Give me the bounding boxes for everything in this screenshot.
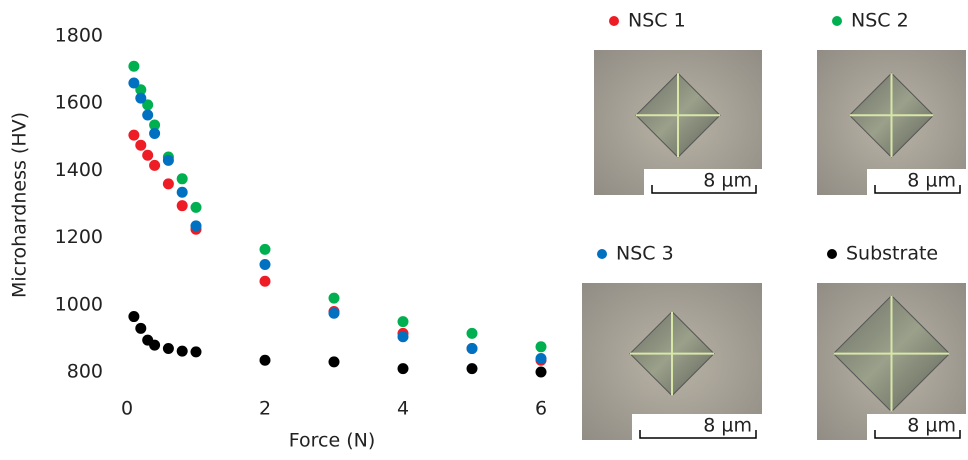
- data-point: [149, 128, 160, 139]
- legend-label: NSC 2: [851, 10, 909, 32]
- data-point: [163, 155, 174, 166]
- scale-label: 8 µm: [703, 170, 752, 192]
- scale-label: 8 µm: [907, 170, 956, 192]
- scale-label: 8 µm: [907, 415, 956, 437]
- data-point: [467, 363, 478, 374]
- y-tick-label: 1200: [55, 226, 103, 248]
- data-point: [135, 140, 146, 151]
- legend-label: NSC 3: [616, 243, 674, 265]
- x-tick-label: 6: [535, 398, 547, 420]
- y-tick-label: 1000: [55, 293, 103, 315]
- data-point: [128, 130, 139, 141]
- data-point: [128, 61, 139, 72]
- data-point: [177, 346, 188, 357]
- legend-marker: [609, 16, 619, 26]
- data-point: [177, 173, 188, 184]
- data-point: [149, 160, 160, 171]
- data-point: [536, 353, 547, 364]
- y-tick-label: 1600: [55, 92, 103, 114]
- data-point: [177, 187, 188, 198]
- y-tick-label: 800: [67, 361, 103, 383]
- x-axis-title: Force (N): [289, 430, 375, 452]
- scale-label: 8 µm: [703, 415, 752, 437]
- data-point: [135, 323, 146, 334]
- data-point: [536, 367, 547, 378]
- y-axis-title: Microhardness (HV): [9, 112, 31, 298]
- data-point: [329, 293, 340, 304]
- y-tick-label: 1800: [55, 25, 103, 47]
- data-point: [398, 363, 409, 374]
- legend-label: Substrate: [846, 243, 938, 265]
- data-point: [191, 220, 202, 231]
- data-point: [177, 200, 188, 211]
- data-point: [135, 93, 146, 104]
- legend-label: NSC 1: [628, 10, 686, 32]
- data-point: [260, 276, 271, 287]
- data-point: [467, 343, 478, 354]
- data-point: [163, 178, 174, 189]
- figure: Force (N) Microhardness (HV) 800 1000 1200…: [0, 0, 968, 456]
- data-point: [329, 356, 340, 367]
- data-point: [142, 150, 153, 161]
- data-point: [191, 346, 202, 357]
- data-point: [191, 202, 202, 213]
- data-point: [149, 340, 160, 351]
- data-point: [163, 343, 174, 354]
- data-point: [398, 316, 409, 327]
- y-tick-label: 1400: [55, 159, 103, 181]
- legend-marker: [827, 249, 837, 259]
- data-point: [128, 78, 139, 89]
- data-point: [329, 308, 340, 319]
- legend-marker: [832, 16, 842, 26]
- data-point: [260, 244, 271, 255]
- data-point: [142, 109, 153, 120]
- data-point: [128, 311, 139, 322]
- x-tick-label: 0: [121, 398, 133, 420]
- data-point: [398, 331, 409, 342]
- data-point: [467, 328, 478, 339]
- x-tick-label: 4: [397, 398, 409, 420]
- data-point: [536, 341, 547, 352]
- data-point: [260, 355, 271, 366]
- x-tick-label: 2: [259, 398, 271, 420]
- data-point: [260, 259, 271, 270]
- legend-marker: [597, 249, 607, 259]
